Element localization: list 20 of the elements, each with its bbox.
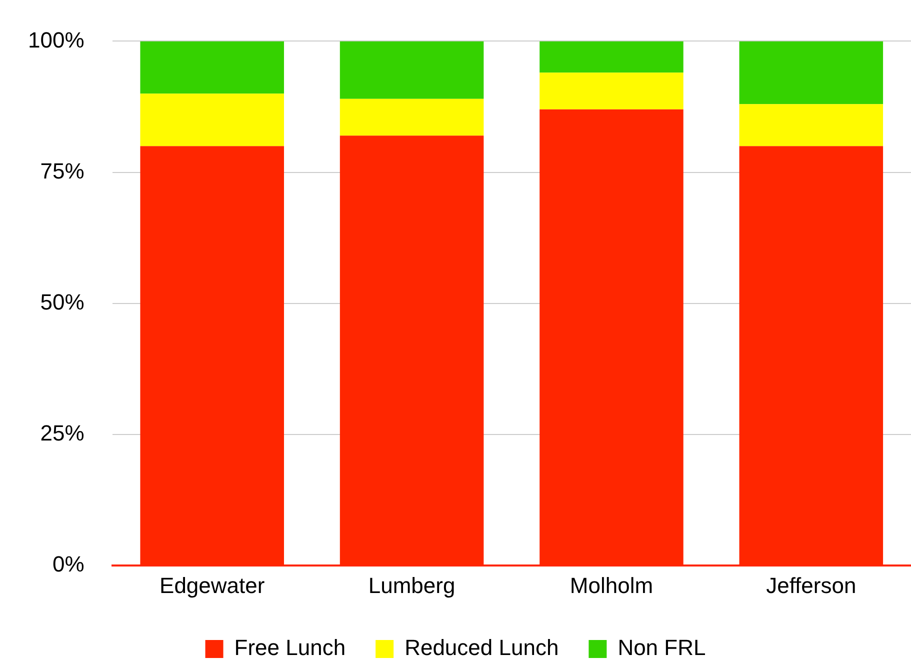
legend-label: Free Lunch	[234, 635, 346, 660]
y-tick-label: 100%	[28, 27, 84, 52]
x-tick-label: Jefferson	[766, 572, 856, 598]
bar	[140, 41, 284, 94]
bar	[540, 41, 684, 73]
x-tick-label: Lumberg	[368, 572, 456, 598]
x-tick-label: Molholm	[570, 572, 654, 598]
bar	[140, 94, 284, 146]
bar	[739, 104, 884, 146]
y-tick-label: 25%	[40, 420, 84, 446]
bar	[340, 41, 484, 99]
x-tick-label: Edgewater	[160, 572, 265, 598]
y-tick-label: 75%	[40, 158, 84, 184]
bar	[739, 41, 884, 104]
legend-label: Reduced Lunch	[404, 635, 559, 660]
y-tick-label: 50%	[40, 289, 84, 314]
bar	[340, 98, 484, 136]
y-tick-label: 0%	[52, 552, 84, 577]
bar	[540, 72, 684, 110]
legend-label: Non FRL	[618, 635, 706, 660]
